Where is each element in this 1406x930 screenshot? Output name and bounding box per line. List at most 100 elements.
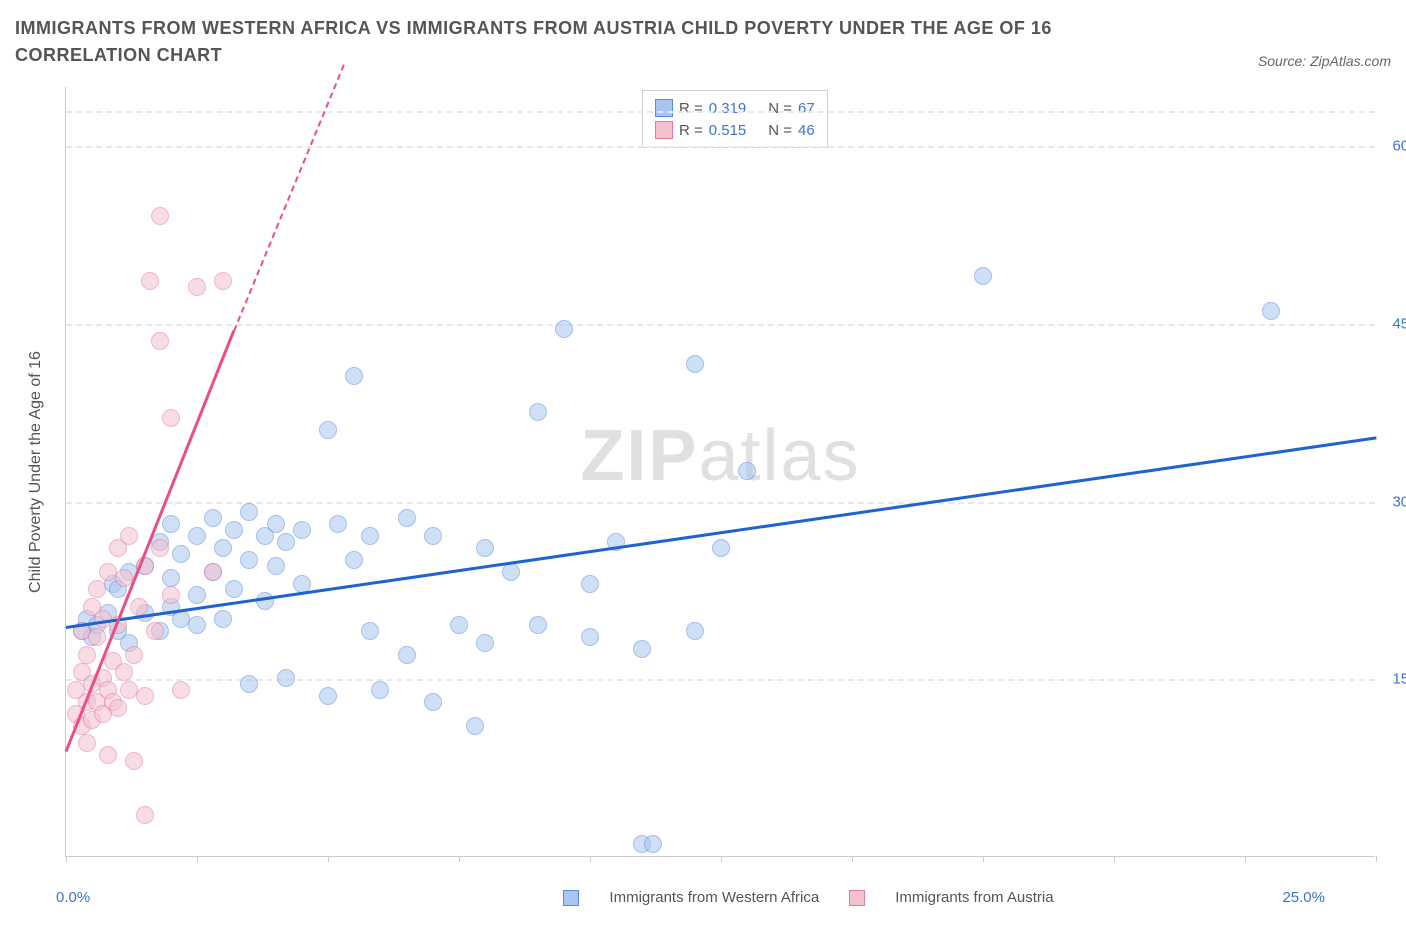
data-point (146, 622, 164, 640)
data-point (115, 663, 133, 681)
x-tick (1114, 856, 1115, 862)
data-point (267, 557, 285, 575)
data-point (151, 539, 169, 557)
data-point (136, 687, 154, 705)
data-point (319, 687, 337, 705)
data-point (361, 622, 379, 640)
stats-legend: R = 0.319 N = 67 R = 0.515 N = 46 (642, 90, 828, 148)
data-point (712, 539, 730, 557)
gridline (66, 324, 1375, 326)
data-point (633, 640, 651, 658)
legend-r-label: R = (679, 122, 703, 139)
legend-swatch (563, 890, 579, 906)
data-point (398, 646, 416, 664)
legend-series-label: Immigrants from Austria (895, 889, 1053, 906)
data-point (319, 421, 337, 439)
data-point (162, 409, 180, 427)
legend-n-label: N = (768, 100, 792, 117)
y-tick-label: 45.0% (1392, 315, 1406, 332)
x-tick (590, 856, 591, 862)
legend-r-value: 0.319 (709, 100, 747, 117)
x-tick (328, 856, 329, 862)
data-point (466, 717, 484, 735)
data-point (78, 646, 96, 664)
legend-r-label: R = (679, 100, 703, 117)
data-point (240, 551, 258, 569)
legend-n-value: 67 (798, 100, 815, 117)
x-max-label: 25.0% (1282, 889, 1325, 906)
data-point (529, 403, 547, 421)
trend-extrapolate (233, 64, 345, 331)
data-point (345, 367, 363, 385)
data-point (644, 835, 662, 853)
legend-swatch (655, 99, 673, 117)
legend-n-label: N = (768, 122, 792, 139)
data-point (151, 207, 169, 225)
data-point (188, 586, 206, 604)
x-tick (721, 856, 722, 862)
data-point (371, 681, 389, 699)
data-point (581, 575, 599, 593)
watermark-light: atlas (698, 416, 860, 496)
data-point (214, 272, 232, 290)
data-point (188, 278, 206, 296)
data-point (141, 272, 159, 290)
data-point (125, 646, 143, 664)
data-point (240, 675, 258, 693)
x-tick (459, 856, 460, 862)
data-point (450, 616, 468, 634)
data-point (162, 586, 180, 604)
legend-series-label: Immigrants from Western Africa (609, 889, 819, 906)
data-point (99, 746, 117, 764)
data-point (476, 634, 494, 652)
data-point (188, 527, 206, 545)
legend-row: R = 0.515 N = 46 (655, 119, 815, 141)
data-point (172, 545, 190, 563)
data-point (686, 355, 704, 373)
data-point (476, 539, 494, 557)
data-point (555, 320, 573, 338)
data-point (267, 515, 285, 533)
data-point (424, 527, 442, 545)
gridline (66, 146, 1375, 148)
x-tick (1245, 856, 1246, 862)
plot-area: Child Poverty Under the Age of 16 ZIPatl… (65, 87, 1375, 857)
x-tick (852, 856, 853, 862)
data-point (686, 622, 704, 640)
gridline (66, 679, 1375, 681)
gridline (66, 502, 1375, 504)
gridline (66, 111, 1375, 113)
chart-title: IMMIGRANTS FROM WESTERN AFRICA VS IMMIGR… (15, 15, 1115, 69)
data-point (974, 267, 992, 285)
data-point (204, 563, 222, 581)
data-point (277, 669, 295, 687)
data-point (529, 616, 547, 634)
data-point (125, 752, 143, 770)
data-point (151, 332, 169, 350)
data-point (256, 592, 274, 610)
data-point (214, 539, 232, 557)
series-legend: Immigrants from Western Africa Immigrants… (563, 889, 1053, 906)
x-tick (66, 856, 67, 862)
data-point (225, 580, 243, 598)
data-point (78, 734, 96, 752)
legend-n-value: 46 (798, 122, 815, 139)
data-point (277, 533, 295, 551)
x-min-label: 0.0% (56, 889, 90, 906)
legend-r-value: 0.515 (709, 122, 747, 139)
data-point (88, 628, 106, 646)
data-point (1262, 302, 1280, 320)
legend-swatch (655, 121, 673, 139)
data-point (329, 515, 347, 533)
data-point (188, 616, 206, 634)
data-point (345, 551, 363, 569)
watermark-bold: ZIP (580, 416, 698, 496)
source-label: Source: ZipAtlas.com (1258, 53, 1391, 69)
data-point (120, 527, 138, 545)
legend-row: R = 0.319 N = 67 (655, 97, 815, 119)
data-point (361, 527, 379, 545)
x-tick (197, 856, 198, 862)
data-point (109, 699, 127, 717)
x-tick (983, 856, 984, 862)
data-point (162, 569, 180, 587)
